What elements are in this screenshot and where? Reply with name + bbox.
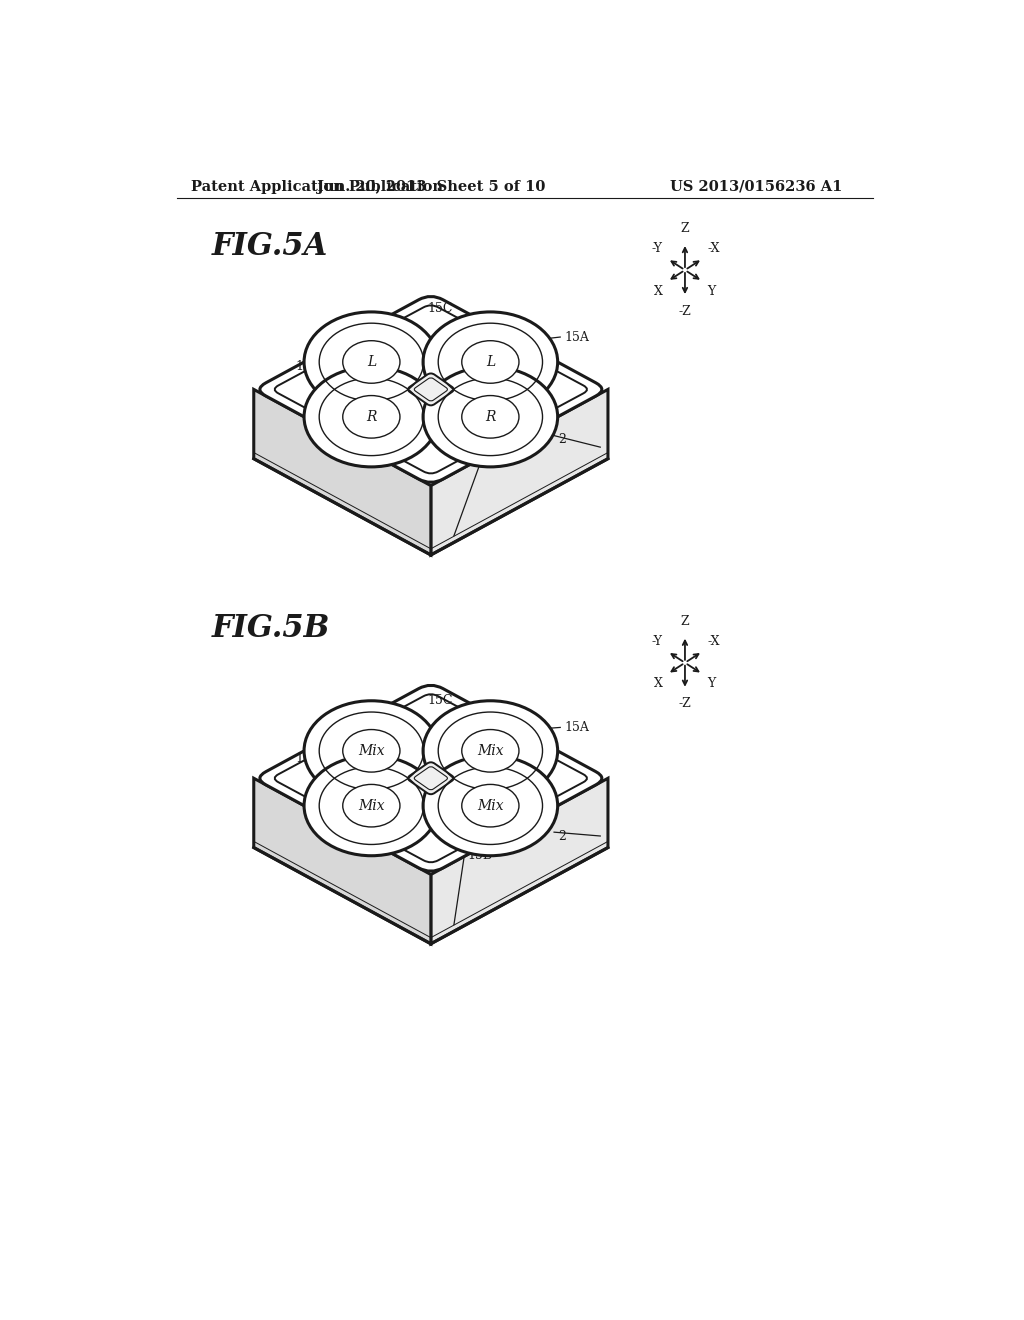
Text: FIG.5B: FIG.5B (211, 612, 330, 644)
Ellipse shape (304, 755, 438, 855)
Polygon shape (431, 779, 608, 944)
Ellipse shape (462, 396, 519, 438)
PathPatch shape (408, 762, 454, 795)
Text: L: L (485, 355, 495, 370)
Ellipse shape (423, 755, 558, 855)
Text: L: L (367, 355, 376, 370)
Text: 15C: 15C (427, 693, 453, 706)
Ellipse shape (423, 312, 558, 412)
Text: -X: -X (708, 635, 720, 648)
Text: 2: 2 (558, 433, 566, 446)
Text: X: X (653, 285, 663, 297)
Ellipse shape (304, 367, 438, 467)
Text: Mix: Mix (358, 743, 385, 758)
Text: Mix: Mix (477, 743, 504, 758)
Text: 15C: 15C (427, 302, 453, 315)
Text: Jun. 20, 2013  Sheet 5 of 10: Jun. 20, 2013 Sheet 5 of 10 (316, 180, 545, 194)
Text: 15B: 15B (485, 453, 511, 465)
Text: Mix: Mix (358, 799, 385, 813)
Ellipse shape (343, 396, 400, 438)
Text: 15D: 15D (296, 360, 322, 372)
Text: 17: 17 (350, 721, 367, 734)
Text: 15A: 15A (564, 330, 589, 343)
Ellipse shape (343, 730, 400, 772)
Text: 15B: 15B (468, 849, 493, 862)
Text: 15D: 15D (296, 752, 322, 766)
Ellipse shape (462, 341, 519, 383)
Text: 15A: 15A (564, 721, 589, 734)
Polygon shape (254, 389, 431, 554)
Text: Z: Z (681, 222, 689, 235)
Text: R: R (367, 409, 377, 424)
Text: -Y: -Y (651, 243, 663, 256)
Polygon shape (431, 389, 608, 554)
Ellipse shape (304, 701, 438, 801)
Text: -Z: -Z (679, 305, 691, 318)
PathPatch shape (260, 297, 602, 482)
Ellipse shape (343, 341, 400, 383)
PathPatch shape (408, 374, 454, 405)
Text: 17: 17 (350, 326, 367, 339)
Text: X: X (653, 677, 663, 690)
Text: 2: 2 (558, 829, 566, 842)
Text: R: R (485, 409, 496, 424)
Text: -Z: -Z (679, 697, 691, 710)
Text: Y: Y (708, 285, 716, 297)
Polygon shape (254, 779, 431, 944)
Text: -Y: -Y (651, 635, 663, 648)
Ellipse shape (423, 367, 558, 467)
Ellipse shape (462, 784, 519, 826)
Text: -X: -X (708, 243, 720, 256)
Text: Y: Y (708, 677, 716, 690)
Text: FIG.5A: FIG.5A (211, 231, 328, 263)
Text: Patent Application Publication: Patent Application Publication (190, 180, 442, 194)
Text: Mix: Mix (477, 799, 504, 813)
Ellipse shape (304, 312, 438, 412)
Ellipse shape (423, 701, 558, 801)
Ellipse shape (343, 784, 400, 826)
Text: US 2013/0156236 A1: US 2013/0156236 A1 (670, 180, 842, 194)
Ellipse shape (462, 730, 519, 772)
PathPatch shape (260, 685, 602, 871)
Text: Z: Z (681, 615, 689, 628)
